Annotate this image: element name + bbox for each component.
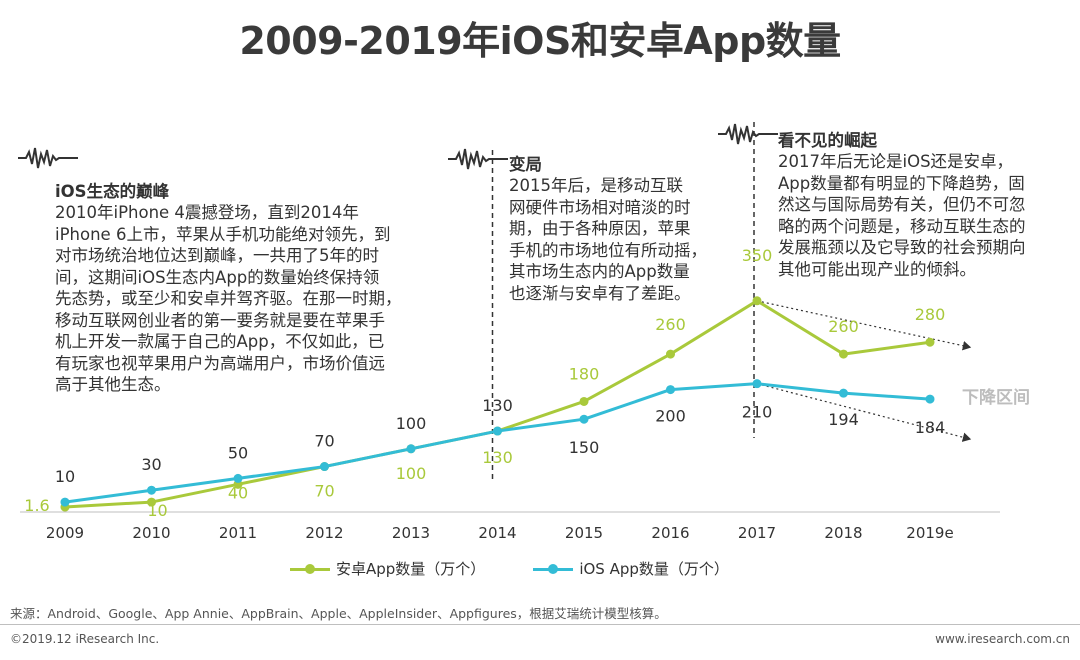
data-label-ios: 130 (482, 396, 513, 415)
data-label-ios: 150 (569, 438, 600, 457)
data-label-android: 70 (314, 482, 334, 501)
legend-swatch-android (290, 563, 330, 575)
annotation-ios-peak: iOS生态的巅峰 2010年iPhone 4震撼登场，直到2014年 iPhon… (55, 178, 475, 396)
data-label-ios: 184 (915, 418, 946, 437)
data-point-ios (579, 414, 589, 424)
data-label-ios: 30 (141, 455, 161, 474)
waveform-icon (448, 148, 508, 170)
waveform-icon (18, 147, 78, 169)
annotation-body: 2015年后，是移动互联 网硬件市场相对暗淡的时 期，由于各种原因，苹果 手机的… (509, 176, 707, 303)
data-point-ios (233, 473, 243, 483)
data-point-android (925, 337, 935, 347)
copyright: ©2019.12 iResearch Inc. (10, 632, 160, 646)
x-tick-label: 2012 (305, 524, 343, 542)
legend-label-ios: iOS App数量（万个） (579, 560, 729, 578)
legend-item-ios: iOS App数量（万个） (533, 558, 729, 579)
data-point-ios (752, 379, 762, 389)
x-tick-label: 2013 (392, 524, 430, 542)
data-point-ios (925, 394, 935, 404)
x-tick-label: 2017 (738, 524, 776, 542)
x-tick-label: 2011 (219, 524, 257, 542)
data-label-ios: 194 (828, 410, 859, 429)
line-chart: 2009 2010 2011 2012 2013 2014 2015 2016 2017 2018… (20, 122, 1000, 542)
data-label-android: 1.6 (24, 496, 49, 515)
data-label-android: 350 (742, 246, 773, 265)
data-point-android (579, 396, 589, 406)
data-point-android (666, 349, 675, 359)
data-point-ios (320, 462, 329, 472)
x-tick-label: 2010 (132, 524, 170, 542)
data-point-android (752, 296, 762, 306)
chart-legend: 安卓App数量（万个） iOS App数量（万个） (290, 558, 729, 579)
data-point-ios (60, 497, 70, 507)
annotation-invisible-rise: 看不见的崛起 2017年后无论是iOS还是安卓， App数量都有明显的下降趋势，… (778, 127, 1073, 280)
annotation-body: 2017年后无论是iOS还是安卓， App数量都有明显的下降趋势，固 然这与国际… (778, 152, 1026, 279)
data-label-ios: 70 (314, 432, 334, 451)
annotation-body: 2010年iPhone 4震撼登场，直到2014年 iPhone 6上市，苹果从… (55, 203, 402, 394)
data-label-ios: 210 (742, 403, 773, 422)
data-label-android: 260 (655, 315, 686, 334)
data-label-android: 280 (915, 305, 946, 324)
x-tick-label: 2016 (651, 524, 689, 542)
data-label-ios: 50 (228, 443, 248, 462)
legend-swatch-ios (533, 563, 574, 575)
trend-arrow-ios (756, 383, 972, 442)
annotation-change: 变局 2015年后，是移动互联 网硬件市场相对暗淡的时 期，由于各种原因，苹果 … (509, 151, 739, 304)
data-point-ios (493, 426, 502, 436)
decline-zone-label: 下降区间 (962, 388, 1030, 408)
data-point-ios (147, 485, 156, 495)
data-label-android: 180 (569, 364, 600, 383)
source-note: 来源：Android、Google、App Annie、AppBrain、App… (10, 606, 667, 621)
data-label-ios: 100 (396, 414, 427, 433)
legend-item-android: 安卓App数量（万个） (290, 558, 485, 579)
waveform-icon (718, 123, 778, 145)
data-label-ios: 10 (55, 467, 75, 486)
data-point-android (147, 497, 156, 507)
data-label-ios: 200 (655, 407, 686, 426)
data-point-ios (666, 385, 675, 395)
data-label-android: 100 (396, 464, 427, 483)
data-label-android: 40 (228, 483, 248, 502)
data-point-ios (406, 444, 416, 454)
x-tick-label: 2014 (478, 524, 516, 542)
footer-divider (0, 624, 1080, 625)
data-point-android (839, 349, 848, 359)
x-tick-label: 2009 (46, 524, 84, 542)
data-label-android: 260 (828, 317, 859, 336)
data-point-ios (839, 388, 848, 398)
website: www.iresearch.com.cn (935, 632, 1070, 646)
legend-label-android: 安卓App数量（万个） (336, 560, 486, 578)
annotation-heading: 看不见的崛起 (778, 131, 877, 150)
annotation-heading: 变局 (509, 155, 542, 174)
annotation-heading: iOS生态的巅峰 (55, 182, 170, 201)
data-label-android: 130 (482, 448, 513, 467)
page-title: 2009-2019年iOS和安卓App数量 (239, 19, 841, 63)
data-label-android: 10 (147, 501, 167, 520)
x-tick-label: 2015 (565, 524, 603, 542)
trend-arrow-android (756, 300, 972, 351)
x-tick-label: 2019e (906, 524, 953, 542)
x-tick-label: 2018 (824, 524, 862, 542)
